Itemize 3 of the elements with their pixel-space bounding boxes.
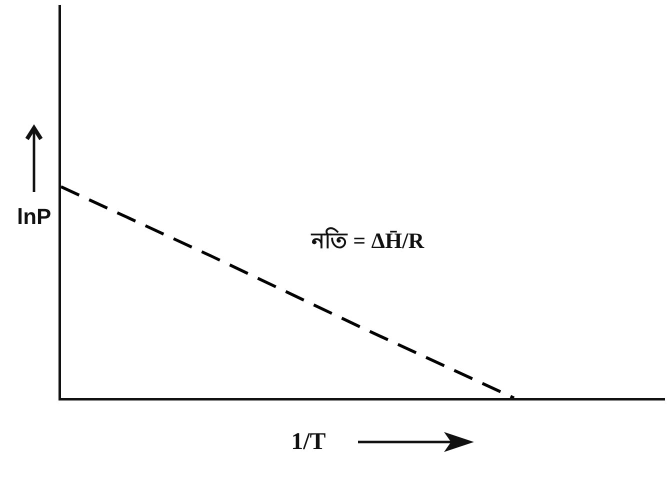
- annotation: নতি = ΔH̄/R: [312, 228, 424, 253]
- x-axis-title: 1/T: [291, 429, 326, 456]
- y-axis-title: lnP: [17, 204, 52, 230]
